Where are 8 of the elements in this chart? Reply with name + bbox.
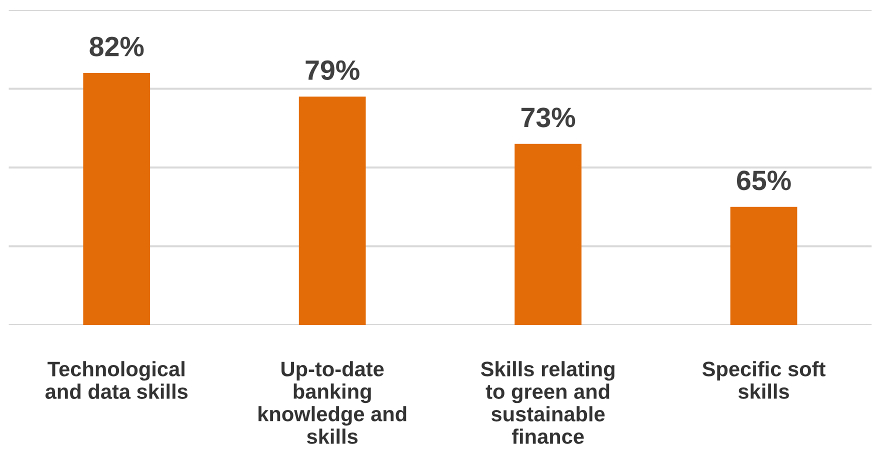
data-label: 82% <box>90 36 144 56</box>
x-tick-label: Up-to-date banking knowledge and skills <box>258 361 406 444</box>
x-tick-label: Technological and data skills <box>45 361 188 399</box>
x-tick-label: Skills relating to green and sustainable finance <box>480 361 614 444</box>
data-label: 65% <box>736 170 791 190</box>
data-label: 79% <box>306 60 360 80</box>
x-tick-label: Specific soft skills <box>702 361 826 399</box>
data-label: 73% <box>521 108 576 128</box>
